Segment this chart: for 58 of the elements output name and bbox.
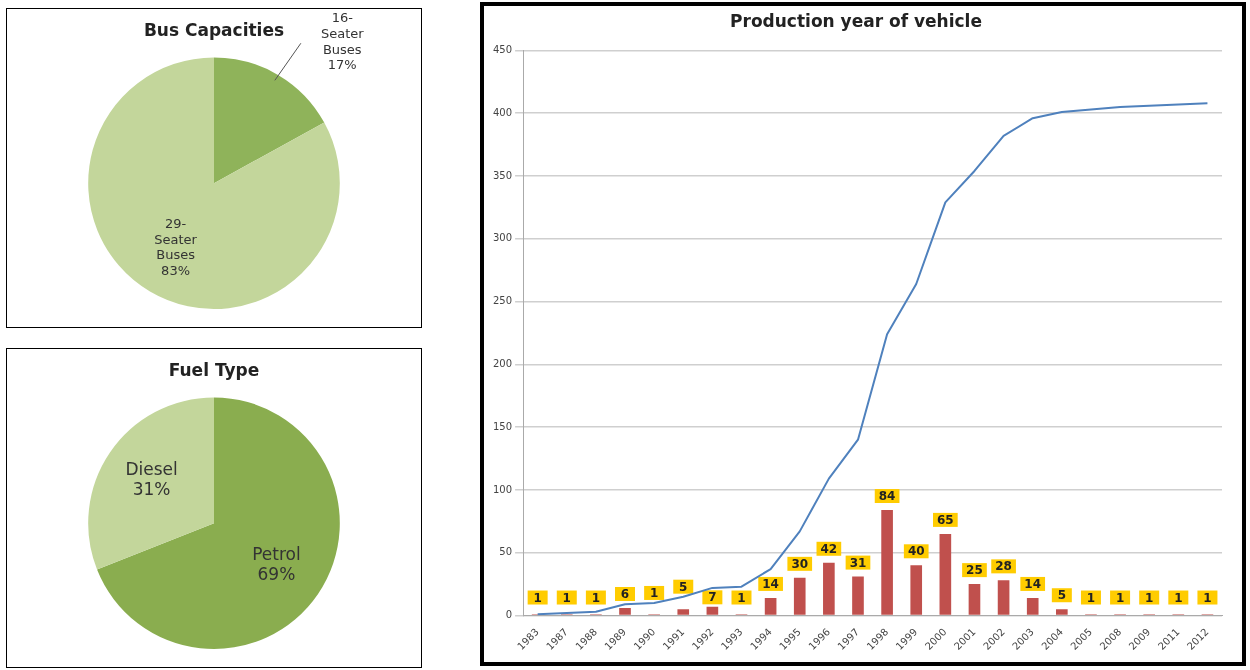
data-label: 1 [737, 590, 746, 605]
data-label: 83% [161, 262, 191, 278]
data-label: 1 [1203, 590, 1212, 605]
data-label: 65 [937, 513, 954, 528]
data-label: 40 [907, 544, 925, 559]
bar [852, 576, 864, 615]
data-label: 1 [1115, 590, 1125, 605]
data-label: 14 [762, 577, 779, 592]
bar [997, 580, 1010, 615]
y-tick-label: 400 [492, 106, 513, 118]
bar [968, 584, 981, 615]
data-label: 30 [791, 556, 809, 571]
y-tick-label: 200 [492, 357, 513, 369]
bar [764, 597, 777, 615]
data-label: 1 [562, 590, 571, 605]
data-label: 1 [1174, 590, 1183, 605]
data-label: 25 [966, 563, 983, 578]
bar [881, 510, 893, 615]
bar [677, 609, 690, 615]
bar [793, 577, 806, 615]
data-label: 31 [849, 555, 867, 570]
data-label: 5 [679, 579, 688, 594]
data-label: 1 [649, 586, 659, 601]
slice-label: Petrol [252, 543, 301, 564]
bar [1026, 597, 1039, 615]
slice-label: Diesel [125, 459, 178, 479]
chart-title: Production year of vehicle [730, 10, 982, 31]
data-label: 1 [1086, 590, 1096, 605]
y-tick-label: 0 [505, 609, 513, 621]
bar [1056, 609, 1068, 615]
data-label: 1 [591, 590, 601, 605]
data-label: 17% [327, 57, 357, 73]
chart-title: Fuel Type [168, 359, 260, 380]
y-tick-label: 250 [492, 295, 513, 307]
y-tick-label: 100 [492, 483, 513, 495]
data-label: 69% [257, 564, 296, 585]
y-tick-label: 350 [492, 169, 513, 181]
data-label: 5 [1057, 588, 1067, 603]
data-label: 1 [533, 590, 542, 605]
y-tick-label: 300 [492, 232, 513, 244]
y-tick-label: 450 [492, 43, 513, 55]
data-label: 1 [1145, 590, 1154, 605]
data-label: 14 [1024, 577, 1042, 592]
data-label: 84 [878, 489, 896, 504]
data-label: 7 [708, 590, 717, 605]
data-label: 31% [132, 479, 171, 500]
slice-label: 16-Seater Buses [320, 10, 365, 57]
slice-label: 29-Seater Buses [154, 216, 198, 263]
bar [939, 533, 952, 615]
y-tick-label: 50 [499, 546, 513, 558]
data-label: 42 [820, 541, 838, 556]
data-label: 6 [620, 587, 630, 602]
bar [619, 607, 631, 615]
data-label: 28 [995, 559, 1012, 574]
chart-title: Bus Capacities [143, 19, 285, 40]
y-tick-label: 150 [492, 420, 513, 432]
bar [823, 562, 835, 615]
bar [910, 565, 923, 615]
